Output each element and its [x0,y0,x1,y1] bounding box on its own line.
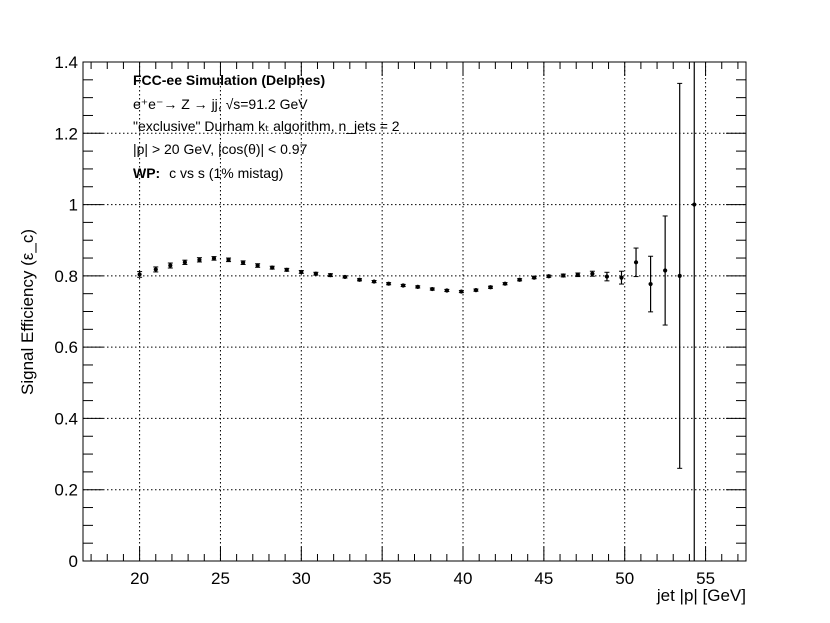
data-point [459,289,464,294]
data-point [182,260,187,265]
x-tick-label: 20 [130,569,149,588]
annotation-process: e⁺e⁻→ Z → jj, √s=91.2 GeV [133,96,308,112]
data-point [430,286,435,292]
data-point [328,273,333,278]
annotation-block: FCC-ee Simulation (Delphes) e⁺e⁻→ Z → jj… [133,72,400,181]
axis-ticks [83,61,746,562]
data-point [473,288,479,293]
data-point [401,283,406,288]
data-point [137,272,142,277]
data-point [168,263,173,268]
data-point [575,272,580,277]
y-tick-label: 1 [69,196,78,215]
data-point [342,274,348,280]
y-tick-label: 0.8 [54,267,78,286]
data-point [648,281,653,287]
data-point [371,279,377,284]
data-point [663,268,668,273]
data-point [517,277,522,282]
y-axis-title: Signal Efficiency (ε_c) [18,229,37,395]
data-point [444,288,449,293]
x-tick-label: 40 [454,569,473,588]
annotation-cuts: |p| > 20 GeV, |cos(θ)| < 0.97 [133,141,308,157]
data-point [590,271,595,276]
data-point [226,257,231,262]
data-point [357,277,362,282]
data-point [502,281,508,286]
data-point [488,285,493,290]
data-points [137,62,697,561]
y-tick-label: 0.2 [54,481,78,500]
annotation-wp-label: WP: [133,165,160,181]
tick-labels: 20 25 30 35 40 45 50 55 0 0.2 0.4 0.6 0.8 1 1.2 1.4 [54,53,715,588]
annotation-wp-desc: c vs s (1% mistag) [169,165,283,181]
data-point [692,202,697,207]
data-point [284,267,289,272]
x-tick-label: 25 [211,569,230,588]
data-point [532,275,537,280]
data-point [313,271,318,276]
data-point [415,284,420,290]
x-tick-label: 45 [534,569,553,588]
data-point [211,256,217,261]
data-point [546,274,551,279]
data-point [386,281,391,286]
data-point [677,273,682,278]
x-axis-title: jet |p| [GeV] [656,586,746,605]
y-tick-label: 1.4 [54,53,78,72]
annotation-algorithm: "exclusive" Durham kₜ algorithm, n_jets … [133,118,400,134]
y-tick-label: 1.2 [54,124,78,143]
data-point [255,263,260,268]
plot-frame [82,61,747,562]
data-point [153,267,158,272]
data-point [197,257,202,262]
data-point [299,269,304,275]
data-point [604,274,610,279]
y-tick-label: 0 [69,552,78,571]
annotation-simulation-title: FCC-ee Simulation (Delphes) [133,72,325,88]
x-tick-label: 55 [696,569,715,588]
x-tick-label: 50 [615,569,634,588]
data-point [240,260,246,265]
grid-layer [83,62,746,561]
x-tick-label: 35 [373,569,392,588]
annotation-working-point: WP: c vs s (1% mistag) [133,165,283,181]
x-tick-label: 30 [292,569,311,588]
y-tick-label: 0.4 [54,409,78,428]
data-point [270,265,275,270]
data-point [619,275,624,280]
y-tick-label: 0.6 [54,338,78,357]
data-point [633,260,639,265]
data-point [561,273,566,278]
